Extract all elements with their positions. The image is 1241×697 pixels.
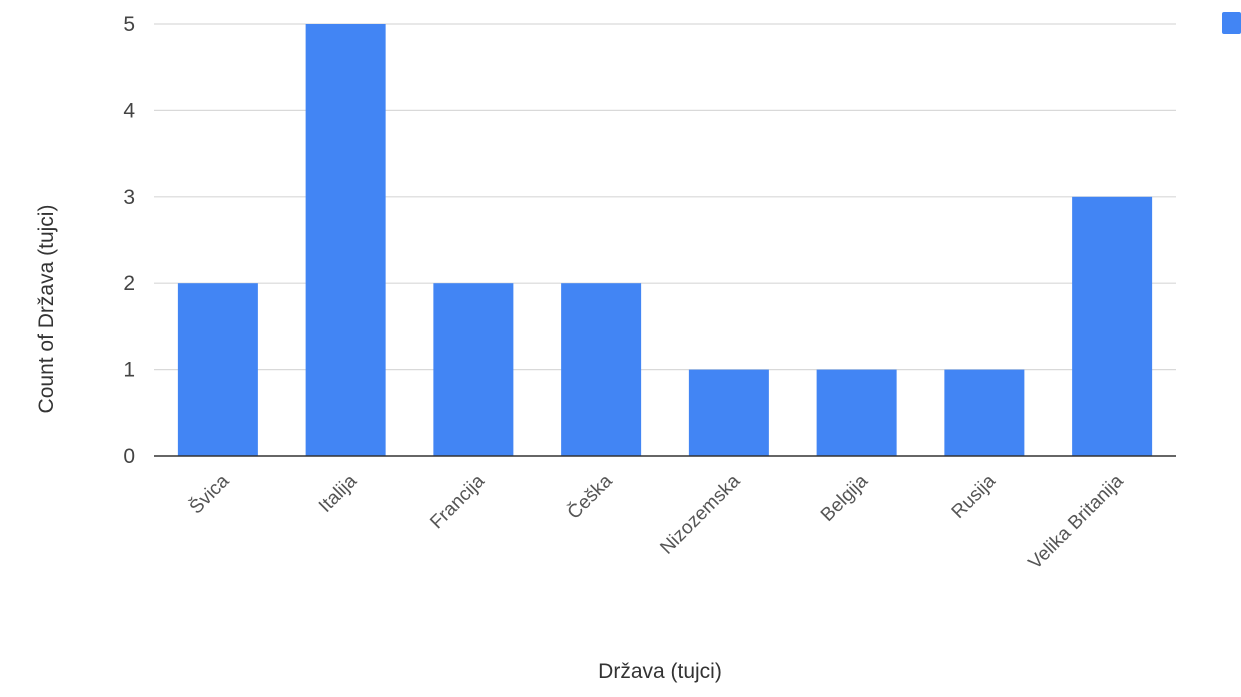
x-tick-label: Italija [315, 470, 362, 517]
bar [177, 283, 258, 456]
y-tick-label: 1 [123, 359, 135, 382]
y-tick-label: 2 [123, 272, 135, 295]
x-tick-label: Nizozemska [656, 470, 744, 558]
bar [1072, 196, 1153, 457]
legend-swatch [1222, 12, 1241, 34]
x-tick-label: Rusija [948, 470, 1000, 522]
x-axis-ticks: Švica Italija Francija Češka Nizozemska Belgi… [185, 470, 1128, 574]
x-tick-label: Češka [563, 470, 617, 524]
y-tick-label: 3 [123, 186, 135, 209]
bar [305, 24, 386, 456]
y-axis-ticks: 0 1 2 3 4 5 [123, 13, 135, 468]
x-axis-title: Država (tujci) [598, 660, 722, 683]
bar [561, 283, 642, 456]
legend [1222, 12, 1241, 34]
x-tick-label: Švica [185, 470, 234, 519]
bars [177, 24, 1153, 457]
y-tick-label: 5 [123, 13, 135, 36]
bar [944, 369, 1025, 456]
bar [816, 369, 897, 456]
y-axis-title: Count of Država (tujci) [35, 205, 58, 414]
bar [688, 369, 769, 456]
y-tick-label: 0 [123, 445, 135, 468]
y-tick-label: 4 [123, 99, 135, 122]
bar [433, 283, 514, 456]
x-tick-label: Velika Britanija [1025, 470, 1128, 573]
x-tick-label: Belgija [817, 470, 872, 525]
x-tick-label: Francija [426, 470, 489, 533]
